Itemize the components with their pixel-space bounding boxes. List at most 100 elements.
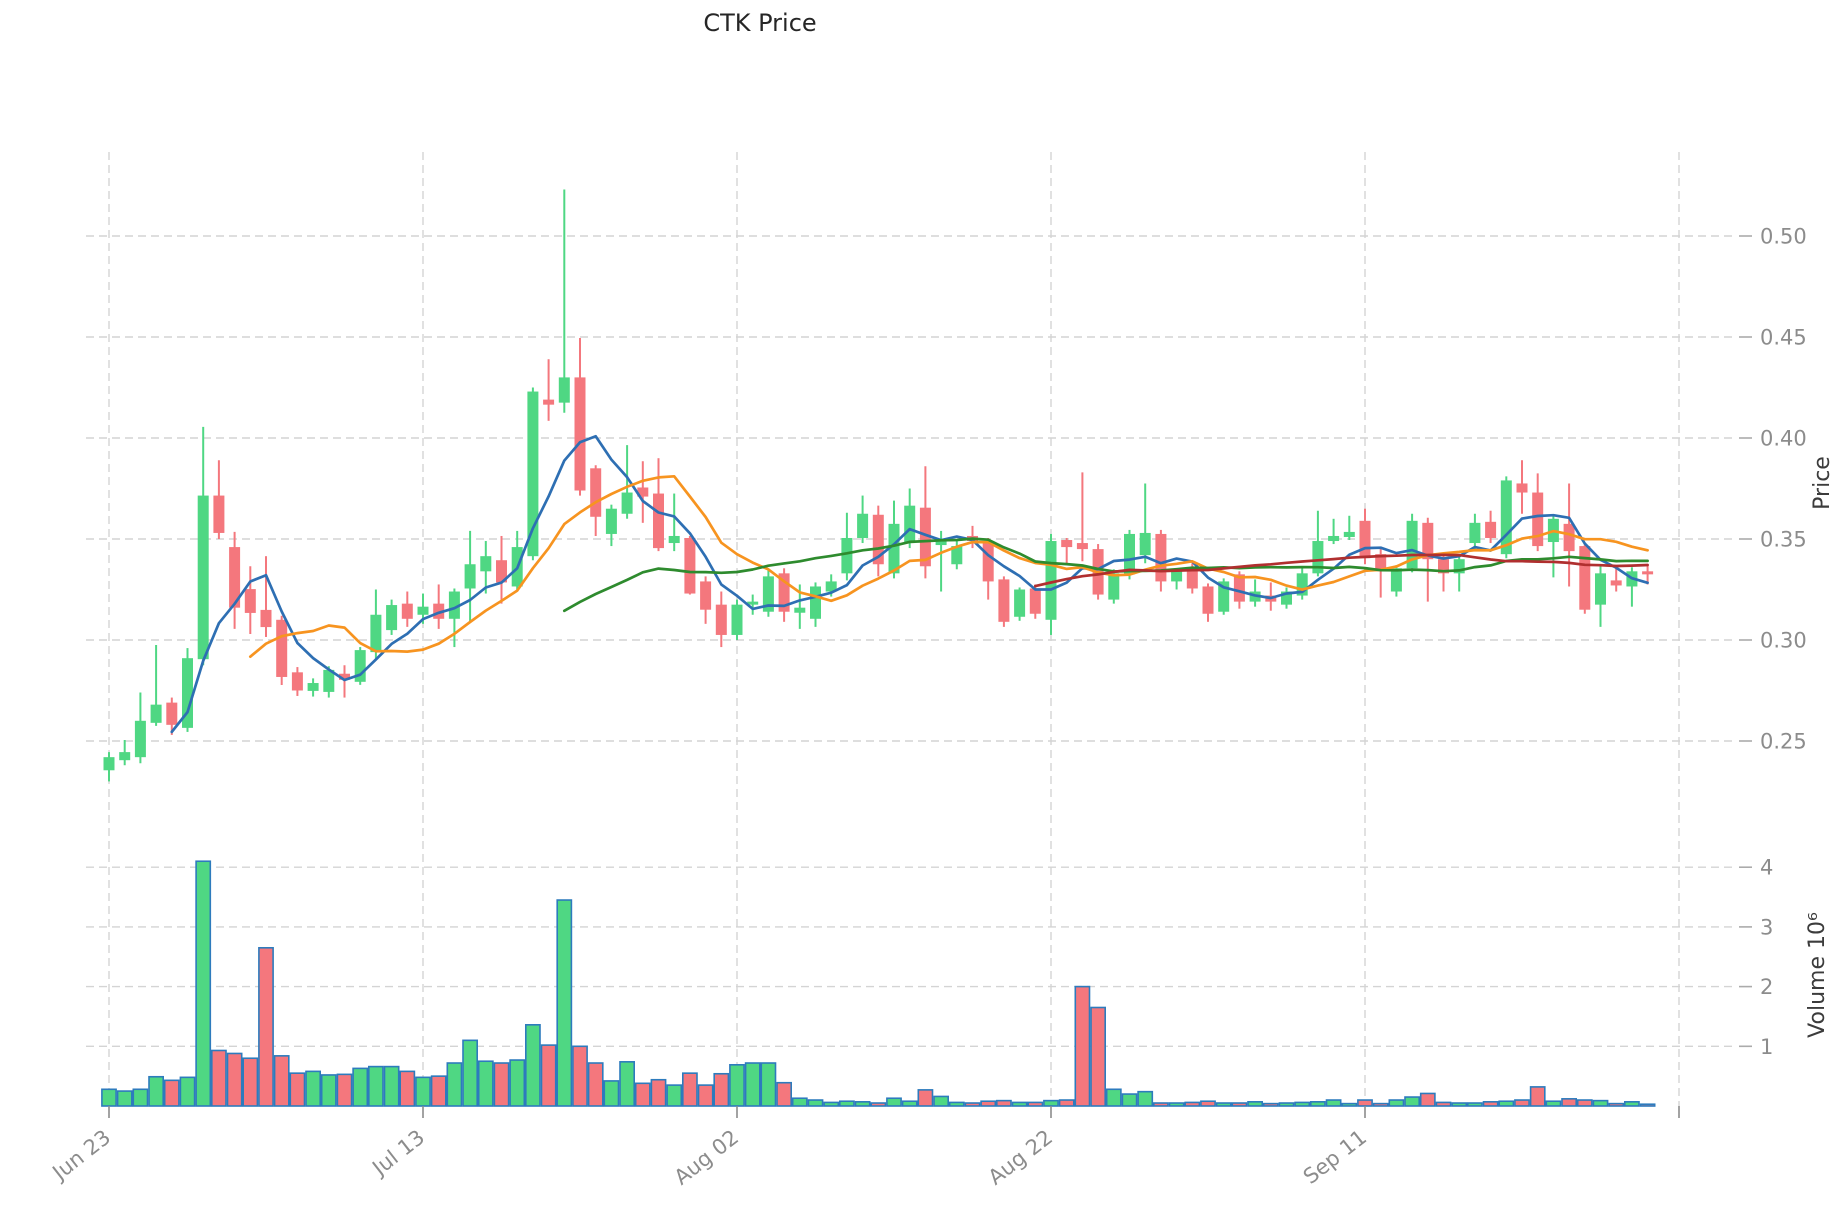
volume-bar xyxy=(948,1101,965,1107)
volume-bar xyxy=(1404,1096,1420,1107)
volume-bar xyxy=(273,1055,290,1107)
volume-bar xyxy=(697,1084,714,1107)
volume-bar xyxy=(1247,1101,1263,1107)
candle-body xyxy=(244,589,256,613)
candle-body xyxy=(653,493,664,549)
ma60-line xyxy=(1033,553,1649,588)
candle-body xyxy=(386,605,398,631)
price-tick-label: 0.40 xyxy=(1760,427,1807,451)
volume-bar xyxy=(1482,1101,1499,1107)
volume-bar xyxy=(242,1057,259,1107)
volume-bar xyxy=(179,1076,196,1107)
volume-bar xyxy=(430,1075,447,1107)
candle-body xyxy=(574,377,586,491)
volume-bar xyxy=(493,1062,510,1107)
candle-body xyxy=(1202,586,1214,614)
candle-body xyxy=(810,586,821,619)
candle-body xyxy=(260,609,272,628)
volume-bar xyxy=(1168,1102,1185,1107)
candle-body xyxy=(872,514,884,565)
volume-bar xyxy=(132,1088,149,1107)
volume-bar xyxy=(1576,1099,1593,1107)
volume-bar xyxy=(1231,1102,1248,1107)
volume-bar xyxy=(524,1024,541,1107)
volume-bar xyxy=(1262,1102,1279,1107)
ma10-line xyxy=(248,474,1649,659)
candle-body xyxy=(1312,541,1324,574)
candle-body xyxy=(857,513,869,538)
volume-bar xyxy=(791,1097,808,1107)
candle-body xyxy=(464,564,476,589)
volume-bar xyxy=(1529,1086,1546,1107)
candle-body xyxy=(1406,520,1418,569)
volume-bar xyxy=(854,1101,871,1107)
candle-body xyxy=(354,650,366,682)
candle-body xyxy=(919,507,931,567)
candle-body xyxy=(480,556,492,572)
volume-bar xyxy=(195,860,212,1107)
volume-bar xyxy=(1027,1101,1044,1107)
volume-bar xyxy=(650,1078,667,1107)
volume-bar xyxy=(289,1072,306,1107)
candle-body xyxy=(1485,521,1497,538)
volume-bar xyxy=(823,1101,840,1107)
volume-bar xyxy=(1184,1101,1201,1107)
candle-body xyxy=(543,399,555,405)
volume-bar xyxy=(367,1065,384,1107)
volume-bar xyxy=(634,1082,651,1107)
volume-bar xyxy=(933,1095,949,1107)
candle-body xyxy=(1516,483,1528,493)
candle-body xyxy=(433,603,445,619)
candle-body xyxy=(998,579,1010,622)
candle-body xyxy=(825,581,837,592)
price-tick-label: 0.35 xyxy=(1760,528,1807,552)
volume-bar xyxy=(462,1039,478,1107)
volume-bar xyxy=(399,1070,416,1107)
candle-body xyxy=(731,604,743,635)
volume-bar xyxy=(572,1045,588,1107)
volume-bar xyxy=(1090,1006,1106,1107)
candle-body xyxy=(762,576,774,612)
volume-bar xyxy=(1451,1102,1468,1107)
volume-bar xyxy=(1435,1101,1452,1107)
volume-bar xyxy=(603,1080,620,1107)
volume-bar xyxy=(415,1076,431,1107)
volume-bar xyxy=(713,1072,730,1107)
volume-bar xyxy=(838,1100,855,1107)
candle-body xyxy=(1076,543,1088,550)
candles-layer xyxy=(103,189,1654,782)
volume-bar xyxy=(116,1090,133,1107)
volume-bar xyxy=(336,1073,353,1107)
volume-bar xyxy=(352,1067,369,1107)
candle-body xyxy=(229,547,241,608)
volume-bar xyxy=(870,1102,887,1107)
candle-body xyxy=(621,492,633,514)
volume-bar xyxy=(587,1062,604,1107)
volume-bar xyxy=(509,1059,526,1107)
price-axis-label: Price xyxy=(1810,456,1835,510)
candle-body xyxy=(1595,573,1606,605)
candle-body xyxy=(684,537,696,594)
volume-bar xyxy=(1608,1102,1625,1107)
candle-body xyxy=(1438,559,1449,574)
candle-body xyxy=(841,537,853,574)
candle-body xyxy=(448,591,460,619)
candle-body xyxy=(1359,520,1371,559)
volume-bar xyxy=(1372,1102,1389,1107)
candle-body xyxy=(134,720,146,758)
candle-body xyxy=(1155,533,1167,582)
volume-bar xyxy=(258,946,274,1107)
candle-body xyxy=(401,603,413,619)
candle-body xyxy=(150,704,162,723)
volume-tick-label: 3 xyxy=(1760,915,1773,939)
volume-bar xyxy=(1278,1102,1295,1107)
volume-bar xyxy=(1011,1101,1028,1107)
volume-bar xyxy=(383,1065,400,1107)
candle-body xyxy=(1563,523,1575,552)
candle-body xyxy=(794,607,806,613)
volume-bar xyxy=(886,1097,902,1107)
volume-tick-label: 2 xyxy=(1760,975,1773,999)
volume-bar xyxy=(1043,1099,1059,1107)
volume-bar xyxy=(1498,1100,1515,1107)
moving-averages-layer xyxy=(170,434,1649,734)
